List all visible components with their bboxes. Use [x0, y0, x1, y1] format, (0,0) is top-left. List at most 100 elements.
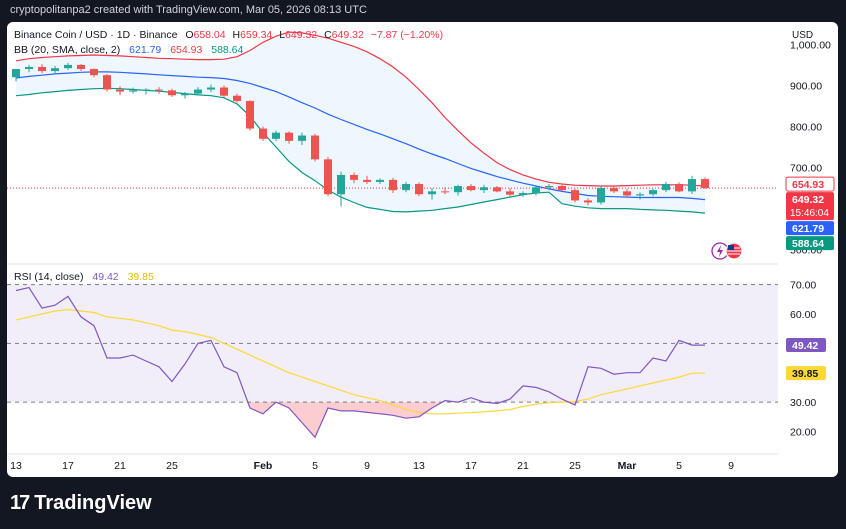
brand-name: TradingView — [34, 492, 152, 514]
bb-lower-value: 588.64 — [211, 44, 243, 56]
candle — [402, 181, 410, 193]
price-tick-label: 900.00 — [790, 80, 822, 92]
bollinger-band-fill — [16, 32, 705, 214]
candle — [207, 84, 215, 93]
price-value-labels: 654.93 649.32 15:46:04 621.79 588.64 — [785, 176, 835, 251]
time-tick-label: 9 — [728, 460, 734, 472]
bb-upper-axis-label: 654.93 — [785, 176, 835, 192]
low-value: 649.32 — [285, 29, 317, 41]
rsi-axis-label: 49.42 — [786, 338, 826, 353]
candle — [571, 188, 579, 203]
candle — [233, 93, 241, 103]
bollinger-lower-line — [15, 87, 706, 214]
time-tick-label: 17 — [465, 460, 477, 472]
svg-text:649.32: 649.32 — [792, 194, 824, 206]
candle — [38, 64, 46, 74]
currency-label[interactable]: USD — [792, 30, 813, 41]
candle — [597, 186, 605, 205]
symbol-name: Binance Coin / USD · 1D · Binance — [14, 29, 178, 41]
tradingview-brand[interactable]: 17 TradingView — [10, 492, 152, 515]
candle — [103, 73, 111, 92]
rsi-tick-label: 70.00 — [790, 280, 816, 292]
price-pane[interactable] — [7, 31, 778, 214]
candle — [467, 183, 475, 192]
rsi-ma-line — [15, 308, 705, 415]
candle — [181, 92, 189, 99]
rsi-ma-value: 39.85 — [128, 271, 154, 283]
rsi-tick-label: 30.00 — [790, 397, 816, 409]
change-value: −7.87 (−1.20%) — [371, 29, 443, 41]
candle — [688, 175, 696, 194]
candle — [376, 178, 384, 184]
candle — [623, 188, 631, 198]
rsi-oversold-fill — [247, 402, 577, 438]
price-tick-label: 1,000.00 — [790, 39, 831, 51]
candle — [194, 87, 202, 96]
rsi-current-value: 49.42 — [92, 271, 118, 283]
svg-text:621.79: 621.79 — [792, 223, 824, 235]
bb-mid-value: 621.79 — [129, 44, 161, 56]
candle — [64, 62, 72, 70]
candle — [519, 191, 527, 198]
candle — [506, 188, 514, 197]
bb-lower-axis-label: 588.64 — [786, 236, 834, 251]
candle — [649, 188, 657, 197]
svg-text:39.85: 39.85 — [792, 368, 818, 380]
bb-mid-axis-label: 621.79 — [786, 221, 834, 236]
time-tick-label: 25 — [569, 460, 581, 472]
candle — [311, 133, 319, 162]
rsi-tick-label: 60.00 — [790, 309, 816, 321]
rsi-pane[interactable] — [7, 284, 778, 439]
price-legend: Binance Coin / USD · 1D · Binance O658.0… — [14, 29, 443, 283]
svg-text:588.64: 588.64 — [792, 238, 824, 250]
candle — [545, 183, 553, 191]
rsi-legend: RSI (14, close) 49.42 39.85 — [14, 271, 154, 283]
rsi-indicator-name: RSI (14, close) — [14, 271, 83, 283]
candle — [90, 68, 98, 78]
time-axis[interactable]: 13 17 21 25 Feb 5 9 13 17 21 25 Mar 5 9 — [10, 460, 734, 472]
chart-canvas[interactable]: USD 1,000.00900.00800.00700.00600.00500.… — [7, 22, 838, 477]
time-tick-label: 5 — [676, 460, 682, 472]
candle — [441, 187, 449, 195]
time-tick-label: 21 — [517, 460, 529, 472]
svg-text:49.42: 49.42 — [792, 340, 818, 352]
price-tick-label: 500.00 — [790, 245, 822, 257]
rsi-level-lines — [7, 284, 778, 403]
candle — [220, 85, 228, 98]
time-tick-label: 17 — [62, 460, 74, 472]
price-axis[interactable]: USD 1,000.00900.00800.00700.00600.00500.… — [785, 30, 835, 257]
candle — [168, 88, 176, 97]
candle — [610, 185, 618, 194]
candle — [675, 182, 683, 193]
event-badges[interactable] — [711, 242, 743, 260]
candle — [636, 192, 644, 200]
bb-indicator-name: BB (20, SMA, close, 2) — [14, 44, 120, 56]
close-value: 649.32 — [332, 29, 364, 41]
candle — [389, 177, 397, 194]
bb-upper-value: 654.93 — [170, 44, 202, 56]
tradingview-logo-icon: 17 — [10, 492, 30, 514]
candle — [25, 64, 33, 73]
candle — [480, 184, 488, 194]
candle — [142, 88, 150, 95]
ohlc-legend: Binance Coin / USD · 1D · Binance O658.0… — [14, 29, 443, 41]
chart-card: USD 1,000.00900.00800.00700.00600.00500.… — [7, 22, 838, 477]
candle — [363, 175, 371, 184]
candle — [454, 184, 462, 196]
price-tick-label: 800.00 — [790, 121, 822, 133]
candle — [493, 186, 501, 193]
candle — [558, 184, 566, 192]
time-tick-label: 13 — [413, 460, 425, 472]
bb-legend: BB (20, SMA, close, 2) 621.79 654.93 588… — [14, 44, 244, 56]
candles — [12, 62, 709, 207]
candle — [155, 87, 163, 94]
time-tick-label: 21 — [114, 460, 126, 472]
rsi-line — [15, 286, 705, 439]
rsi-ma-axis-label: 39.85 — [786, 366, 826, 381]
svg-text:15:46:04: 15:46:04 — [790, 208, 829, 219]
time-tick-label: Mar — [618, 460, 637, 472]
bollinger-upper-line — [15, 31, 706, 187]
